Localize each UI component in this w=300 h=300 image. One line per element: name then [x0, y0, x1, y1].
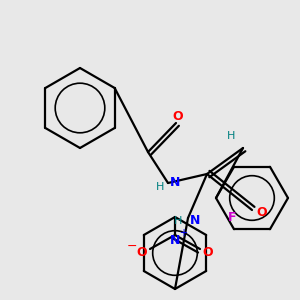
Text: O: O [173, 110, 183, 122]
Text: H: H [174, 216, 182, 226]
Text: F: F [228, 211, 236, 224]
Text: H: H [227, 131, 235, 141]
Text: N: N [170, 176, 180, 190]
Text: N: N [170, 233, 180, 247]
Text: N: N [190, 214, 200, 227]
Text: O: O [137, 245, 147, 259]
Text: −: − [127, 239, 137, 253]
Text: +: + [179, 228, 187, 238]
Text: O: O [203, 245, 213, 259]
Text: O: O [257, 206, 267, 220]
Text: H: H [156, 182, 164, 192]
